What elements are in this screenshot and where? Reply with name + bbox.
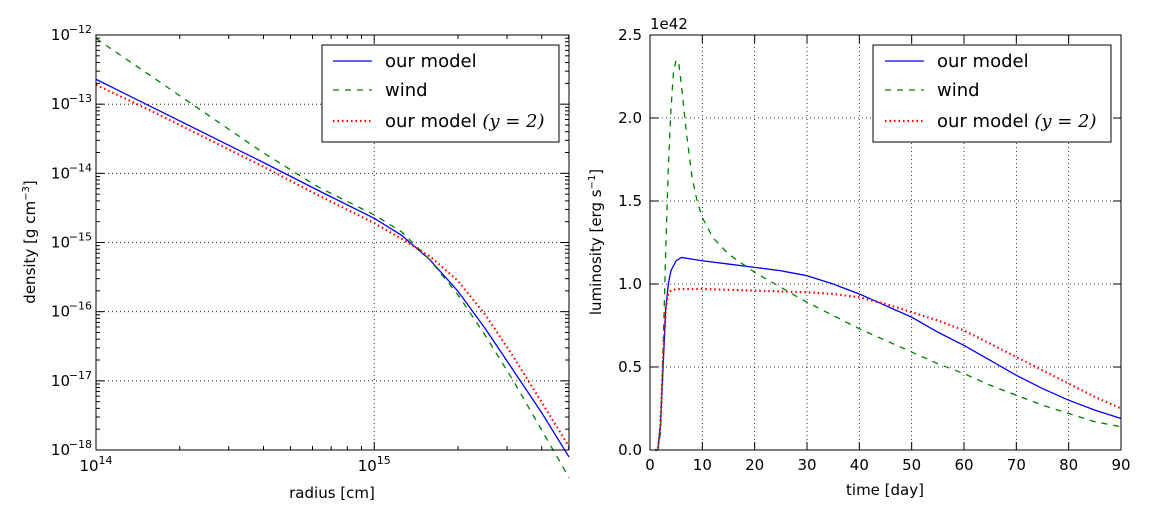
density-y-tick-label: 10−14 (51, 161, 92, 182)
luminosity-series-our-model-y-2 (655, 287, 1122, 452)
luminosity-series-wind (657, 59, 1122, 451)
luminosity-offset-label: 1e42 (650, 15, 688, 33)
density-y-tick-label: 10−18 (51, 438, 92, 459)
density-y-axis-label: density [g cm−3] (21, 180, 39, 303)
density-x-axis-label: radius [cm] (289, 484, 375, 502)
luminosity-y-tick-label: 1.5 (618, 192, 642, 210)
density-legend-label-our-model-y2: our model (y = 2) (385, 111, 545, 132)
luminosity-y-tick-label: 2.5 (618, 26, 642, 44)
density-series-our-model (95, 78, 570, 458)
luminosity-x-tick-label: 40 (850, 456, 869, 474)
luminosity-x-tick-label: 30 (797, 456, 816, 474)
luminosity-legend: our model wind our model (y = 2) (872, 44, 1112, 143)
luminosity-y-tick-label: 0.5 (618, 358, 642, 376)
luminosity-x-tick-label: 0 (645, 456, 655, 474)
luminosity-x-tick-label: 70 (1007, 456, 1026, 474)
density-y-tick-label: 10−17 (51, 369, 92, 390)
luminosity-y-tick-label: 2.0 (618, 109, 642, 127)
luminosity-y-tick-label: 0.0 (618, 441, 642, 459)
density-series-our-model-y-2 (95, 83, 570, 448)
luminosity-x-tick-label: 60 (954, 456, 973, 474)
density-series-wind (95, 37, 570, 478)
luminosity-x-tick-label: 80 (1059, 456, 1078, 474)
luminosity-legend-label-wind: wind (937, 80, 980, 101)
luminosity-y-axis-label: luminosity [erg s−1] (587, 169, 605, 315)
density-chart: 1014 1015 10−18 10−17 10−16 10−15 10−14 10−13 10… (21, 23, 570, 502)
luminosity-x-tick-label: 10 (693, 456, 712, 474)
luminosity-x-axis-label: time [day] (846, 481, 924, 499)
density-legend-label-our-model: our model (385, 51, 477, 72)
density-ticks: 1014 1015 10−18 10−17 10−16 10−15 10−14 10−13 10… (51, 23, 570, 475)
luminosity-x-tick-label: 90 (1111, 456, 1130, 474)
density-x-tick-label: 1015 (358, 454, 391, 475)
luminosity-x-tick-label: 50 (902, 456, 921, 474)
luminosity-legend-label-our-model-y2: our model (y = 2) (937, 111, 1097, 132)
density-y-tick-label: 10−12 (51, 23, 92, 44)
density-x-tick-label: 1014 (79, 454, 112, 475)
luminosity-x-tick-label: 20 (745, 456, 764, 474)
density-y-tick-label: 10−13 (51, 92, 92, 113)
density-legend-label-wind: wind (385, 80, 428, 101)
luminosity-ticks: 0 10 20 30 40 50 60 70 80 90 0.0 0.5 1.0 1.5 2.0 2.5 (618, 26, 1130, 474)
density-y-tick-label: 10−15 (51, 231, 92, 252)
density-series-group (95, 37, 570, 478)
luminosity-legend-label-our-model: our model (937, 51, 1029, 72)
density-legend: our model wind our model (y = 2) (321, 44, 560, 143)
luminosity-series-group (655, 59, 1122, 452)
luminosity-series-our-model (655, 256, 1122, 451)
density-y-tick-label: 10−16 (51, 300, 92, 321)
luminosity-plot-frame (649, 34, 1122, 451)
luminosity-chart: 0 10 20 30 40 50 60 70 80 90 0.0 0.5 1.0 1.5 2.0 2.5 1e… (587, 15, 1131, 499)
luminosity-y-tick-label: 1.0 (618, 275, 642, 293)
